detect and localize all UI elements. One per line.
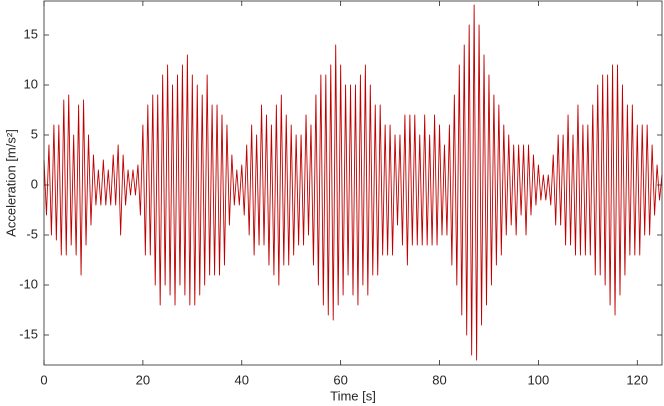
x-tick-label: 80 — [432, 372, 446, 387]
series-line — [43, 4, 663, 361]
x-tick-label: 40 — [235, 372, 249, 387]
x-tick-label: 60 — [333, 372, 347, 387]
y-tick-label: -15 — [19, 326, 38, 341]
y-tick-label: 10 — [24, 76, 38, 91]
plot-frame — [43, 0, 663, 366]
x-tick-label: 20 — [136, 372, 150, 387]
y-tick-label: -10 — [19, 276, 38, 291]
y-tick-label: 5 — [31, 126, 38, 141]
x-tick-label: 0 — [40, 372, 47, 387]
x-tick-label: 100 — [528, 372, 550, 387]
y-tick-label: 0 — [31, 176, 38, 191]
y-tick-label: 15 — [24, 26, 38, 41]
x-axis-title: Time [s] — [330, 388, 376, 403]
y-tick-label: -5 — [26, 226, 38, 241]
y-axis-title: Acceleration [m/s²] — [3, 129, 18, 237]
x-tick-label: 120 — [626, 372, 648, 387]
